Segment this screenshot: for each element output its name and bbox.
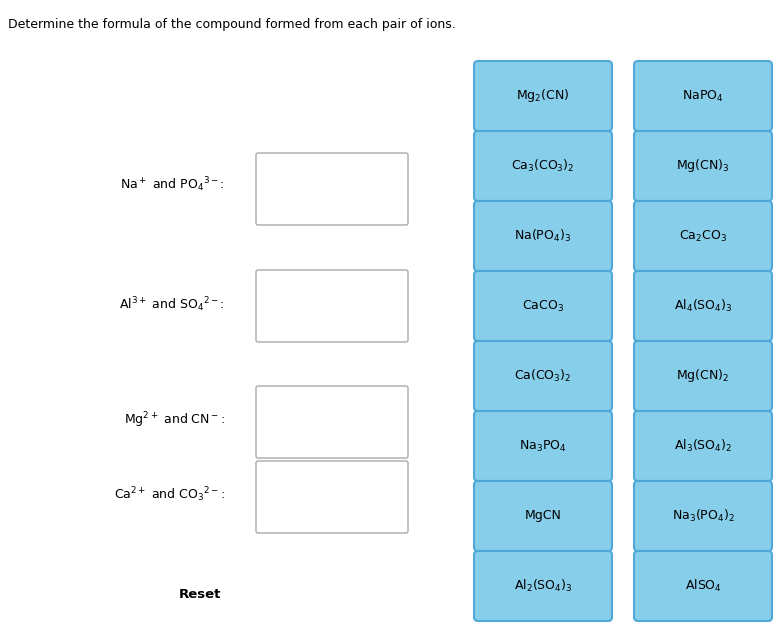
FancyBboxPatch shape xyxy=(634,481,772,551)
Text: Ca(CO$_3$)$_2$: Ca(CO$_3$)$_2$ xyxy=(514,368,572,384)
FancyBboxPatch shape xyxy=(634,61,772,131)
Text: Mg$_2$(CN): Mg$_2$(CN) xyxy=(516,87,570,104)
FancyBboxPatch shape xyxy=(474,201,612,271)
Text: Ca$_2$CO$_3$: Ca$_2$CO$_3$ xyxy=(679,228,727,243)
FancyBboxPatch shape xyxy=(256,461,408,533)
FancyBboxPatch shape xyxy=(474,481,612,551)
FancyBboxPatch shape xyxy=(634,201,772,271)
FancyBboxPatch shape xyxy=(474,341,612,411)
Text: NaPO$_4$: NaPO$_4$ xyxy=(682,89,723,104)
FancyBboxPatch shape xyxy=(474,61,612,131)
Text: Na(PO$_4$)$_3$: Na(PO$_4$)$_3$ xyxy=(514,228,572,244)
Text: Ca$^{2+}$ and CO$_3$$^{2-}$:: Ca$^{2+}$ and CO$_3$$^{2-}$: xyxy=(114,485,225,504)
Text: MgCN: MgCN xyxy=(524,510,562,522)
Text: Ca$_3$(CO$_3$)$_2$: Ca$_3$(CO$_3$)$_2$ xyxy=(511,158,575,174)
Text: Na$_3$PO$_4$: Na$_3$PO$_4$ xyxy=(519,439,566,454)
Text: Mg(CN)$_3$: Mg(CN)$_3$ xyxy=(676,157,730,175)
FancyBboxPatch shape xyxy=(256,270,408,342)
Text: CaCO$_3$: CaCO$_3$ xyxy=(522,298,564,313)
FancyBboxPatch shape xyxy=(634,271,772,341)
Text: Na$_3$(PO$_4$)$_2$: Na$_3$(PO$_4$)$_2$ xyxy=(671,508,734,524)
FancyBboxPatch shape xyxy=(256,153,408,225)
Text: Al$_3$(SO$_4$)$_2$: Al$_3$(SO$_4$)$_2$ xyxy=(674,438,732,454)
FancyBboxPatch shape xyxy=(634,131,772,201)
FancyBboxPatch shape xyxy=(634,411,772,481)
Text: AlSO$_4$: AlSO$_4$ xyxy=(685,578,722,594)
Text: Al$_2$(SO$_4$)$_3$: Al$_2$(SO$_4$)$_3$ xyxy=(514,578,573,594)
FancyBboxPatch shape xyxy=(474,411,612,481)
Text: Mg$^{2+}$ and CN$^-$:: Mg$^{2+}$ and CN$^-$: xyxy=(124,410,225,430)
FancyBboxPatch shape xyxy=(256,386,408,458)
Text: Determine the formula of the compound formed from each pair of ions.: Determine the formula of the compound fo… xyxy=(8,18,456,31)
Text: Al$_4$(SO$_4$)$_3$: Al$_4$(SO$_4$)$_3$ xyxy=(674,298,732,314)
Text: Reset: Reset xyxy=(179,588,221,602)
Text: Na$^+$ and PO$_4$$^{3-}$:: Na$^+$ and PO$_4$$^{3-}$: xyxy=(120,175,225,194)
FancyBboxPatch shape xyxy=(474,271,612,341)
FancyBboxPatch shape xyxy=(634,551,772,621)
FancyBboxPatch shape xyxy=(474,551,612,621)
Text: Al$^{3+}$ and SO$_4$$^{2-}$:: Al$^{3+}$ and SO$_4$$^{2-}$: xyxy=(120,296,225,314)
FancyBboxPatch shape xyxy=(474,131,612,201)
FancyBboxPatch shape xyxy=(634,341,772,411)
Text: Mg(CN)$_2$: Mg(CN)$_2$ xyxy=(676,368,730,384)
